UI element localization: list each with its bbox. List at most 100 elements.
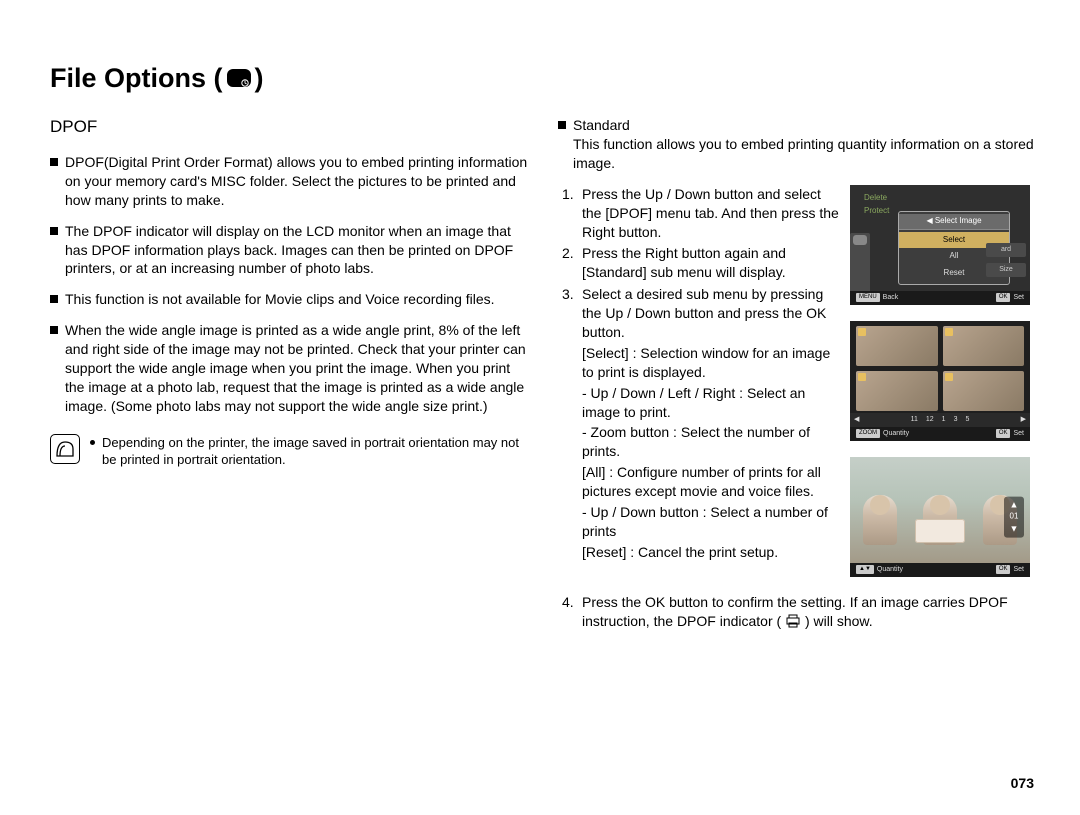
check-icon xyxy=(945,373,953,381)
page-number: 073 xyxy=(1011,774,1034,793)
menu-side-label: Size xyxy=(986,263,1026,277)
footer-quantity-label: ZOOM Quantity xyxy=(856,429,909,438)
bullet-text: The DPOF indicator will display on the L… xyxy=(65,222,530,279)
lcd-screen-menu: Delete Protect ◀ Select Image Select All… xyxy=(850,185,1030,305)
ok-key-icon: OK xyxy=(996,429,1011,438)
lcd-screen-thumbnails: ◀ 11 12 1 3 5 ▶ ZOO xyxy=(850,321,1030,441)
bullet-text: DPOF(Digital Print Order Format) allows … xyxy=(65,153,530,210)
lcd-screen-photo: ▲ 01 ▼ ▲▼ Quantity OK Set xyxy=(850,457,1030,577)
footer-set-label: OK Set xyxy=(996,565,1024,574)
bullet-item: DPOF(Digital Print Order Format) allows … xyxy=(50,153,530,210)
step-list: 1. Press the Up / Down button and select… xyxy=(562,185,840,562)
popup-title: ◀ Select Image xyxy=(899,214,1009,230)
step-2: 2. Press the Right button again and [Sta… xyxy=(562,244,840,282)
right-column: Standard This function allows you to emb… xyxy=(558,116,1035,633)
file-options-icon xyxy=(227,62,253,98)
menu-column-icon xyxy=(850,233,870,293)
thumbnail-grid xyxy=(856,326,1024,411)
zoom-key-icon: ZOOM xyxy=(856,429,880,438)
step-num: 2. xyxy=(562,244,582,282)
subhead: Standard xyxy=(573,116,1035,135)
intro-text: This function allows you to embed printi… xyxy=(573,135,1035,173)
right-main: 1. Press the Up / Down button and select… xyxy=(558,185,1035,593)
pager-num: 5 xyxy=(965,415,969,424)
pager-num: 1 xyxy=(942,415,946,424)
menu-side-label: ard xyxy=(986,243,1026,257)
pager-arrow-right-icon: ▶ xyxy=(1021,415,1026,424)
photo-preview xyxy=(850,457,1030,563)
step-3-main: Select a desired sub menu by pressing th… xyxy=(582,285,840,342)
note-items: Depending on the printer, the image save… xyxy=(90,434,530,473)
step-4: 4. Press the OK button to confirm the se… xyxy=(562,593,1035,631)
left-column: DPOF DPOF(Digital Print Order Format) al… xyxy=(50,116,530,633)
bullet-text: This function is not available for Movie… xyxy=(65,290,530,309)
check-icon xyxy=(945,328,953,336)
footer-back-label: MENU Back xyxy=(856,293,898,302)
step-1: 1. Press the Up / Down button and select… xyxy=(562,185,840,242)
right-screens: Delete Protect ◀ Select Image Select All… xyxy=(850,185,1035,593)
step-3-reset: [Reset] : Cancel the print setup. xyxy=(582,543,840,562)
menu-item: Delete xyxy=(864,193,889,204)
screen-footer: ▲▼ Quantity OK Set xyxy=(850,563,1030,577)
title-prefix: File Options ( xyxy=(50,63,223,93)
note-icon xyxy=(50,434,80,464)
step-4b: ) will show. xyxy=(805,613,873,629)
up-arrow-icon: ▲ xyxy=(1004,500,1024,509)
pager-num: 11 xyxy=(911,415,918,424)
square-bullet-icon xyxy=(50,227,58,235)
bullet-heading-text: Standard This function allows you to emb… xyxy=(573,116,1035,173)
printer-icon xyxy=(785,613,801,629)
thumbnail xyxy=(856,326,938,366)
ok-key-icon: OK xyxy=(996,565,1011,574)
bullet-item: The DPOF indicator will display on the L… xyxy=(50,222,530,279)
screen-footer: MENU Back OK Set xyxy=(850,291,1030,305)
quantity-counter: ▲ 01 ▼ xyxy=(1004,496,1024,537)
thumbnail-pager: ◀ 11 12 1 3 5 ▶ xyxy=(850,413,1030,427)
step-num: 1. xyxy=(562,185,582,242)
step-num: 4. xyxy=(562,593,582,631)
check-icon xyxy=(858,328,866,336)
title-suffix: ) xyxy=(255,63,264,93)
step-body: Press the Right button again and [Standa… xyxy=(582,244,840,282)
right-text: 1. Press the Up / Down button and select… xyxy=(558,185,850,593)
pager-arrow-left-icon: ◀ xyxy=(854,415,859,424)
square-bullet-icon xyxy=(558,121,566,129)
step-body: Select a desired sub menu by pressing th… xyxy=(582,285,840,561)
step-num: 3. xyxy=(562,285,582,561)
pager-num: 12 xyxy=(926,415,934,424)
down-arrow-icon: ▼ xyxy=(1004,524,1024,533)
thumbnail xyxy=(943,371,1025,411)
step-3-all: [All] : Configure number of prints for a… xyxy=(582,463,840,501)
step-3-select-a: - Up / Down / Left / Right : Select an i… xyxy=(582,384,840,422)
manual-page: File Options () DPOF DPOF(Digital Print … xyxy=(0,0,1080,674)
bullet-item: This function is not available for Movie… xyxy=(50,290,530,309)
note-box: Depending on the printer, the image save… xyxy=(50,434,530,473)
screen-footer: ZOOM Quantity OK Set xyxy=(850,427,1030,441)
bullet-text: When the wide angle image is printed as … xyxy=(65,321,530,415)
bullet-item: Standard This function allows you to emb… xyxy=(558,116,1035,173)
step-body: Press the Up / Down button and select th… xyxy=(582,185,840,242)
figure xyxy=(863,495,897,545)
square-bullet-icon xyxy=(50,295,58,303)
page-title: File Options () xyxy=(50,60,1035,98)
footer-set-label: OK Set xyxy=(996,293,1024,302)
step-body: Press the OK button to confirm the setti… xyxy=(582,593,1035,631)
step-3-all-a: - Up / Down button : Select a number of … xyxy=(582,503,840,541)
square-bullet-icon xyxy=(50,326,58,334)
cake-icon xyxy=(915,519,965,543)
menu-item: Protect xyxy=(864,206,889,217)
step-3: 3. Select a desired sub menu by pressing… xyxy=(562,285,840,561)
footer-quantity-label: ▲▼ Quantity xyxy=(856,565,903,574)
note-item: Depending on the printer, the image save… xyxy=(90,434,530,469)
counter-value: 01 xyxy=(1004,509,1024,524)
bullet-item: When the wide angle image is printed as … xyxy=(50,321,530,415)
step-3-select: [Select] : Selection window for an image… xyxy=(582,344,840,382)
pager-num: 3 xyxy=(954,415,958,424)
ok-key-icon: OK xyxy=(996,293,1011,302)
section-heading: DPOF xyxy=(50,116,530,139)
menu-key-icon: MENU xyxy=(856,293,880,302)
note-text: Depending on the printer, the image save… xyxy=(102,434,530,469)
updown-key-icon: ▲▼ xyxy=(856,565,874,574)
step-3-select-b: - Zoom button : Select the number of pri… xyxy=(582,423,840,461)
columns: DPOF DPOF(Digital Print Order Format) al… xyxy=(50,116,1035,633)
